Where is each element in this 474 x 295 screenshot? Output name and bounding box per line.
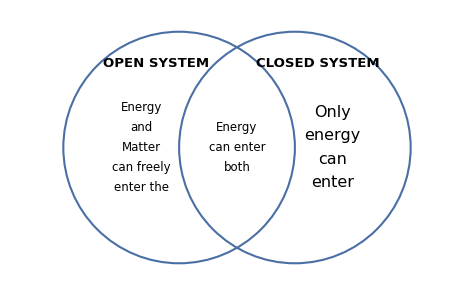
- Text: Energy
can enter
both: Energy can enter both: [209, 121, 265, 174]
- Text: CLOSED SYSTEM: CLOSED SYSTEM: [256, 57, 380, 70]
- Text: Energy
and
Matter
can freely
enter the: Energy and Matter can freely enter the: [112, 101, 171, 194]
- Text: OPEN SYSTEM: OPEN SYSTEM: [103, 57, 209, 70]
- Text: Only
energy
can
enter: Only energy can enter: [304, 105, 361, 190]
